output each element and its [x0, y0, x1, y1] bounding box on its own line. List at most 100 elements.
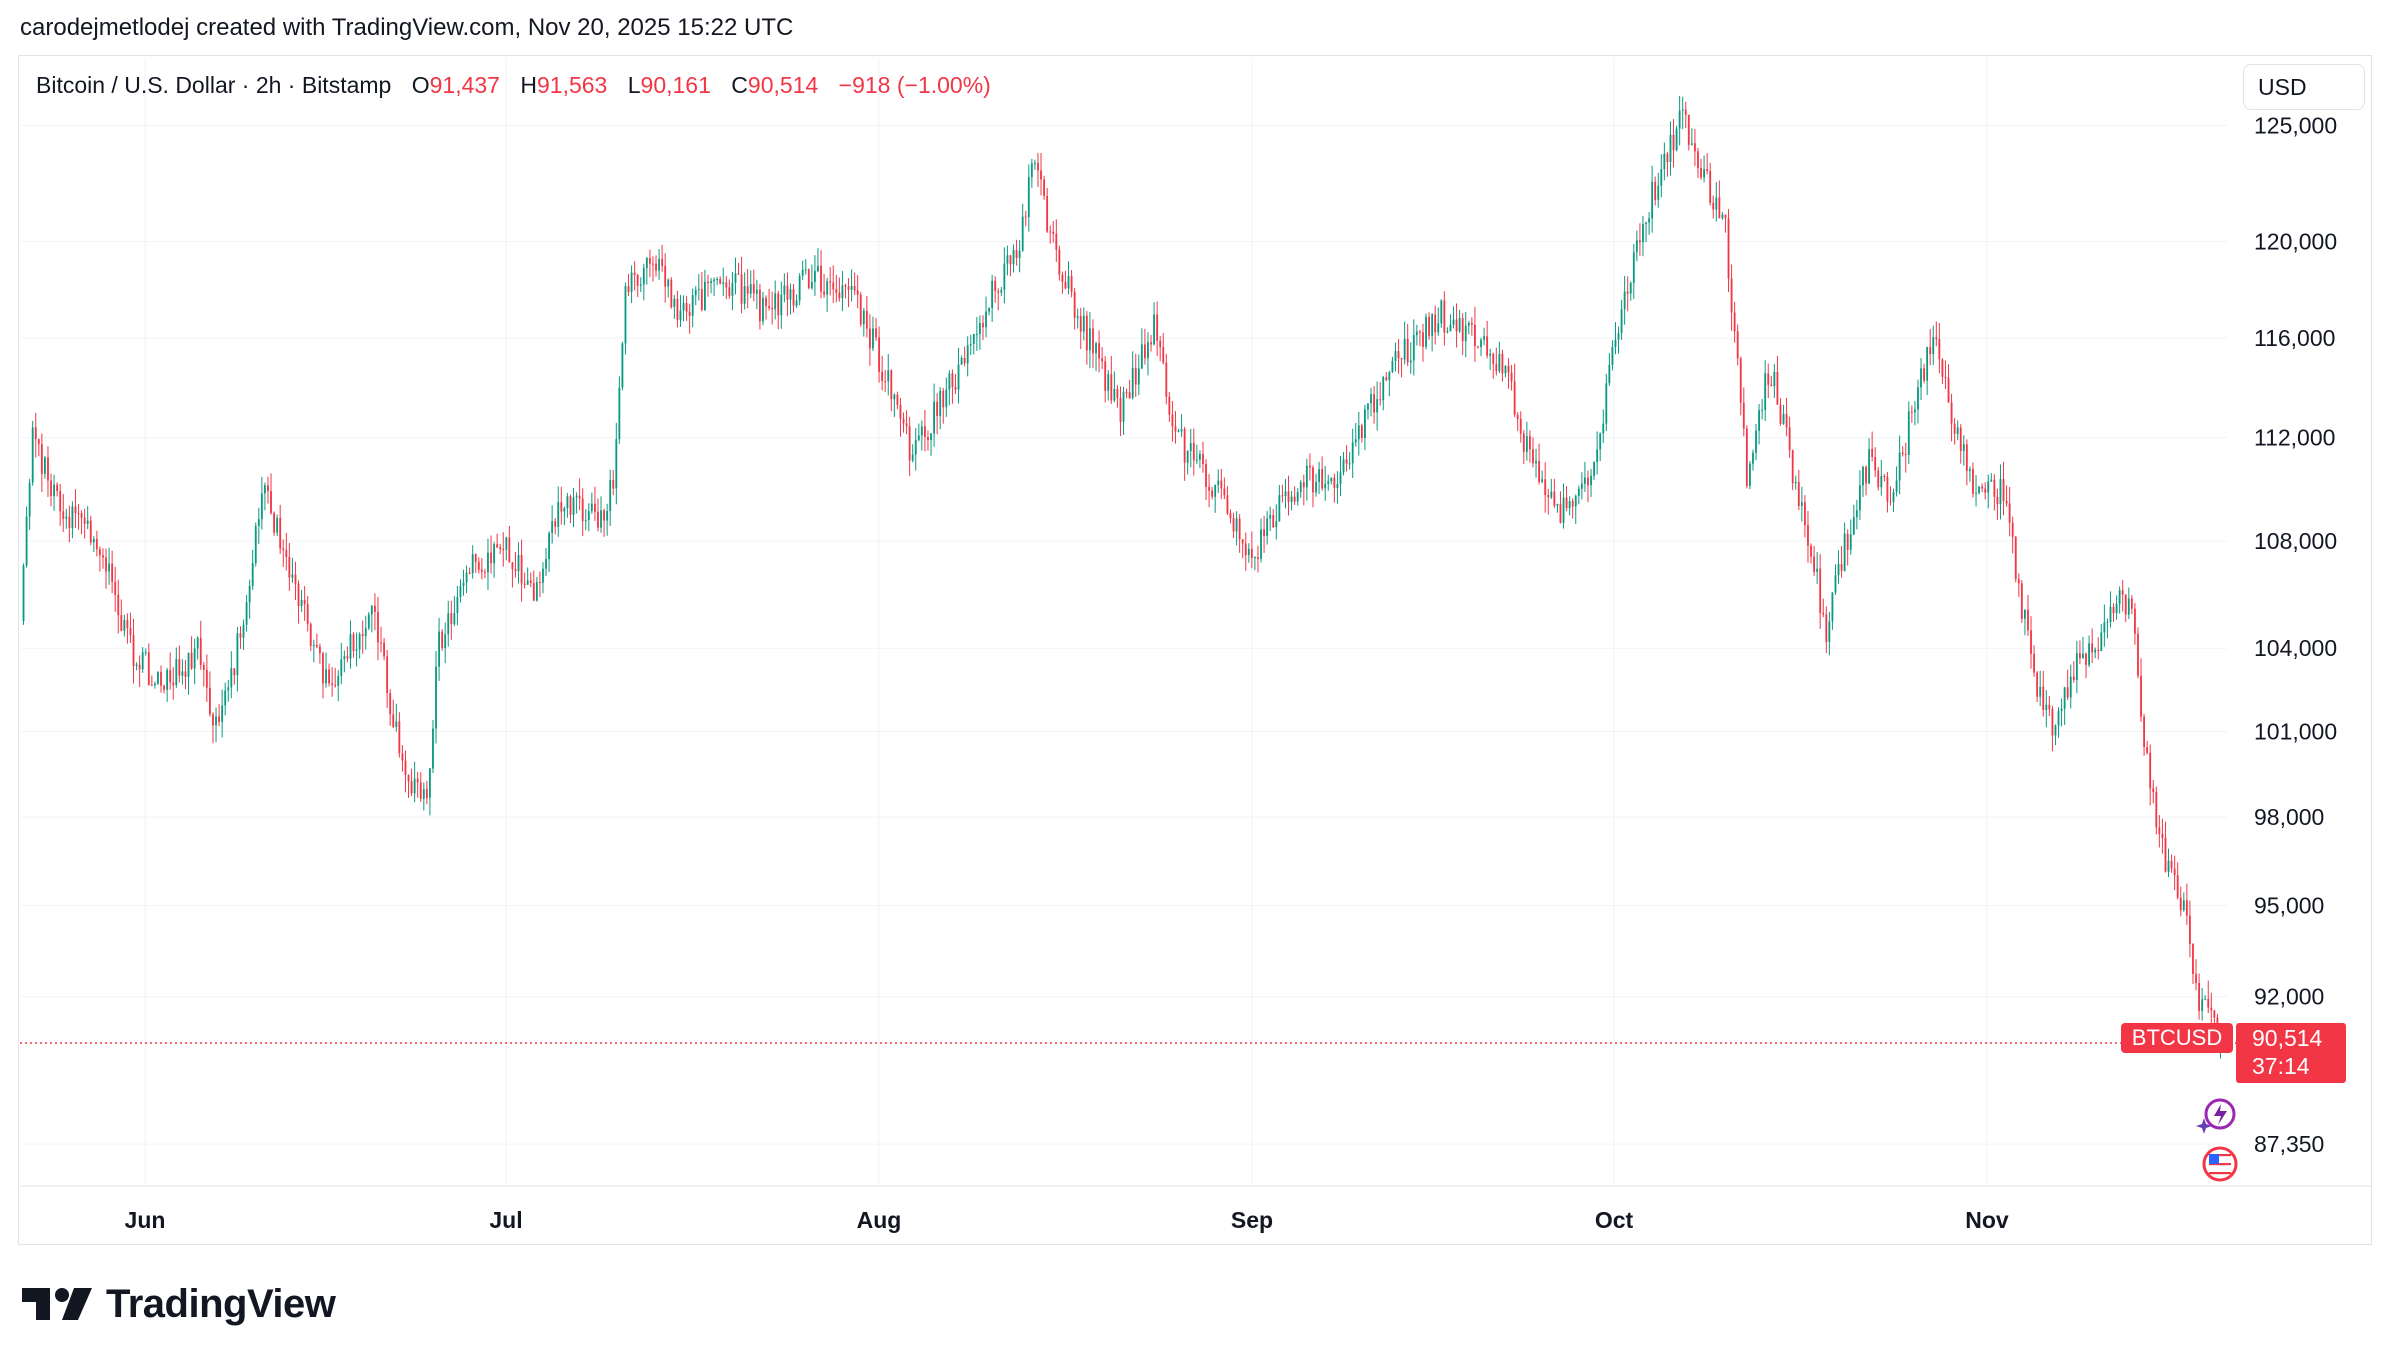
candle-body [704, 281, 706, 310]
candle-body [2072, 676, 2075, 680]
candle-body [1342, 459, 1345, 473]
candle-body [2213, 1010, 2216, 1018]
candle-body [2130, 598, 2133, 609]
candle-body [893, 394, 896, 400]
candle-body [1681, 109, 1684, 111]
candle-body [1116, 388, 1119, 398]
candle-body [1507, 365, 1510, 373]
candle-body [615, 439, 618, 489]
candle-body [1965, 444, 1968, 471]
candle-body [841, 285, 844, 299]
candle-body [257, 519, 260, 527]
candle-body [453, 613, 456, 625]
candle-body [1574, 495, 1577, 507]
currency-button[interactable]: USD [2243, 64, 2365, 110]
candle-body [1535, 461, 1537, 464]
candle-body [1428, 316, 1430, 336]
candle-body [2195, 974, 2197, 984]
candle-body [386, 656, 389, 694]
ai-event-icon[interactable] [2196, 1098, 2236, 1134]
candle-body [722, 282, 725, 284]
tradingview-logo[interactable]: TradingView [22, 1282, 336, 1326]
candle-body [2189, 915, 2191, 945]
candle-body [1828, 621, 1831, 642]
candle-body [1907, 411, 1910, 455]
candle-body [1284, 491, 1287, 496]
candle-body [694, 289, 697, 296]
candle-body [245, 602, 248, 625]
candle-body [1006, 255, 1009, 264]
candle-body [1697, 151, 1699, 168]
candle-body [768, 306, 770, 308]
candle-body [1483, 336, 1485, 340]
ohlc-legend: Bitcoin / U.S. Dollar · 2h · Bitstamp O9… [36, 72, 991, 99]
candle-body [138, 664, 141, 670]
candle-body [2149, 752, 2152, 789]
candle-body [526, 580, 529, 585]
candle-body [474, 554, 477, 562]
candle-body [1504, 365, 1507, 374]
candle-body [401, 753, 404, 761]
candle-body [820, 265, 822, 292]
candle-body [1092, 328, 1094, 354]
candle-body [377, 612, 379, 643]
candle-body [1969, 468, 1971, 471]
candle-body [725, 282, 728, 288]
candle-body [645, 258, 648, 269]
x-tick-aug: Aug [857, 1207, 902, 1233]
candle-body [477, 561, 480, 570]
candle-body [160, 672, 162, 686]
candle-body [1131, 367, 1134, 398]
candle-body [444, 634, 447, 649]
candle-body [315, 644, 318, 647]
candle-body [1079, 316, 1082, 332]
candle-body [838, 292, 841, 299]
candle-body [260, 493, 263, 520]
candle-body [1299, 482, 1302, 493]
candle-body [2039, 686, 2042, 697]
candle-body [1770, 384, 1773, 387]
candle-body [1675, 128, 1678, 151]
candle-body [1654, 182, 1657, 200]
candle-body [346, 656, 349, 659]
candle-body [1687, 114, 1690, 145]
candle-body [2124, 594, 2127, 615]
symbol-title[interactable]: Bitcoin / U.S. Dollar · 2h · Bitstamp [36, 72, 392, 98]
candle-body [392, 714, 395, 727]
candle-body [2094, 649, 2097, 653]
candle-body [566, 496, 569, 509]
candle-body [2082, 653, 2084, 659]
candle-body [1895, 480, 1898, 493]
candle-body [979, 322, 981, 334]
candle-body [1855, 510, 1858, 518]
candle-body [2051, 709, 2054, 736]
candle-body [135, 664, 138, 667]
candle-body [1764, 373, 1767, 410]
candle-body [639, 284, 642, 286]
candle-body [1599, 433, 1602, 450]
candle-body [865, 310, 868, 329]
candle-body [975, 333, 978, 335]
candle-body [1067, 276, 1070, 289]
candle-body [1666, 153, 1669, 163]
candle-body [2140, 675, 2142, 717]
candle-body [407, 774, 410, 782]
candle-body [429, 768, 431, 798]
candle-body [2198, 983, 2200, 1011]
candle-body [1657, 185, 1660, 200]
candle-body [1272, 514, 1275, 528]
candle-body [1868, 449, 1870, 484]
candle-body [77, 513, 80, 515]
us-flag-event-icon[interactable] [2202, 1146, 2238, 1182]
candle-body [1098, 343, 1100, 359]
candle-body [762, 297, 764, 322]
candle-body [435, 666, 437, 729]
candle-body [1914, 409, 1916, 413]
candle-body [575, 495, 578, 498]
candle-body [1611, 346, 1614, 365]
candle-body [1846, 533, 1849, 550]
candle-body [1727, 218, 1730, 279]
candle-body [2063, 687, 2066, 709]
candle-body [661, 258, 664, 266]
